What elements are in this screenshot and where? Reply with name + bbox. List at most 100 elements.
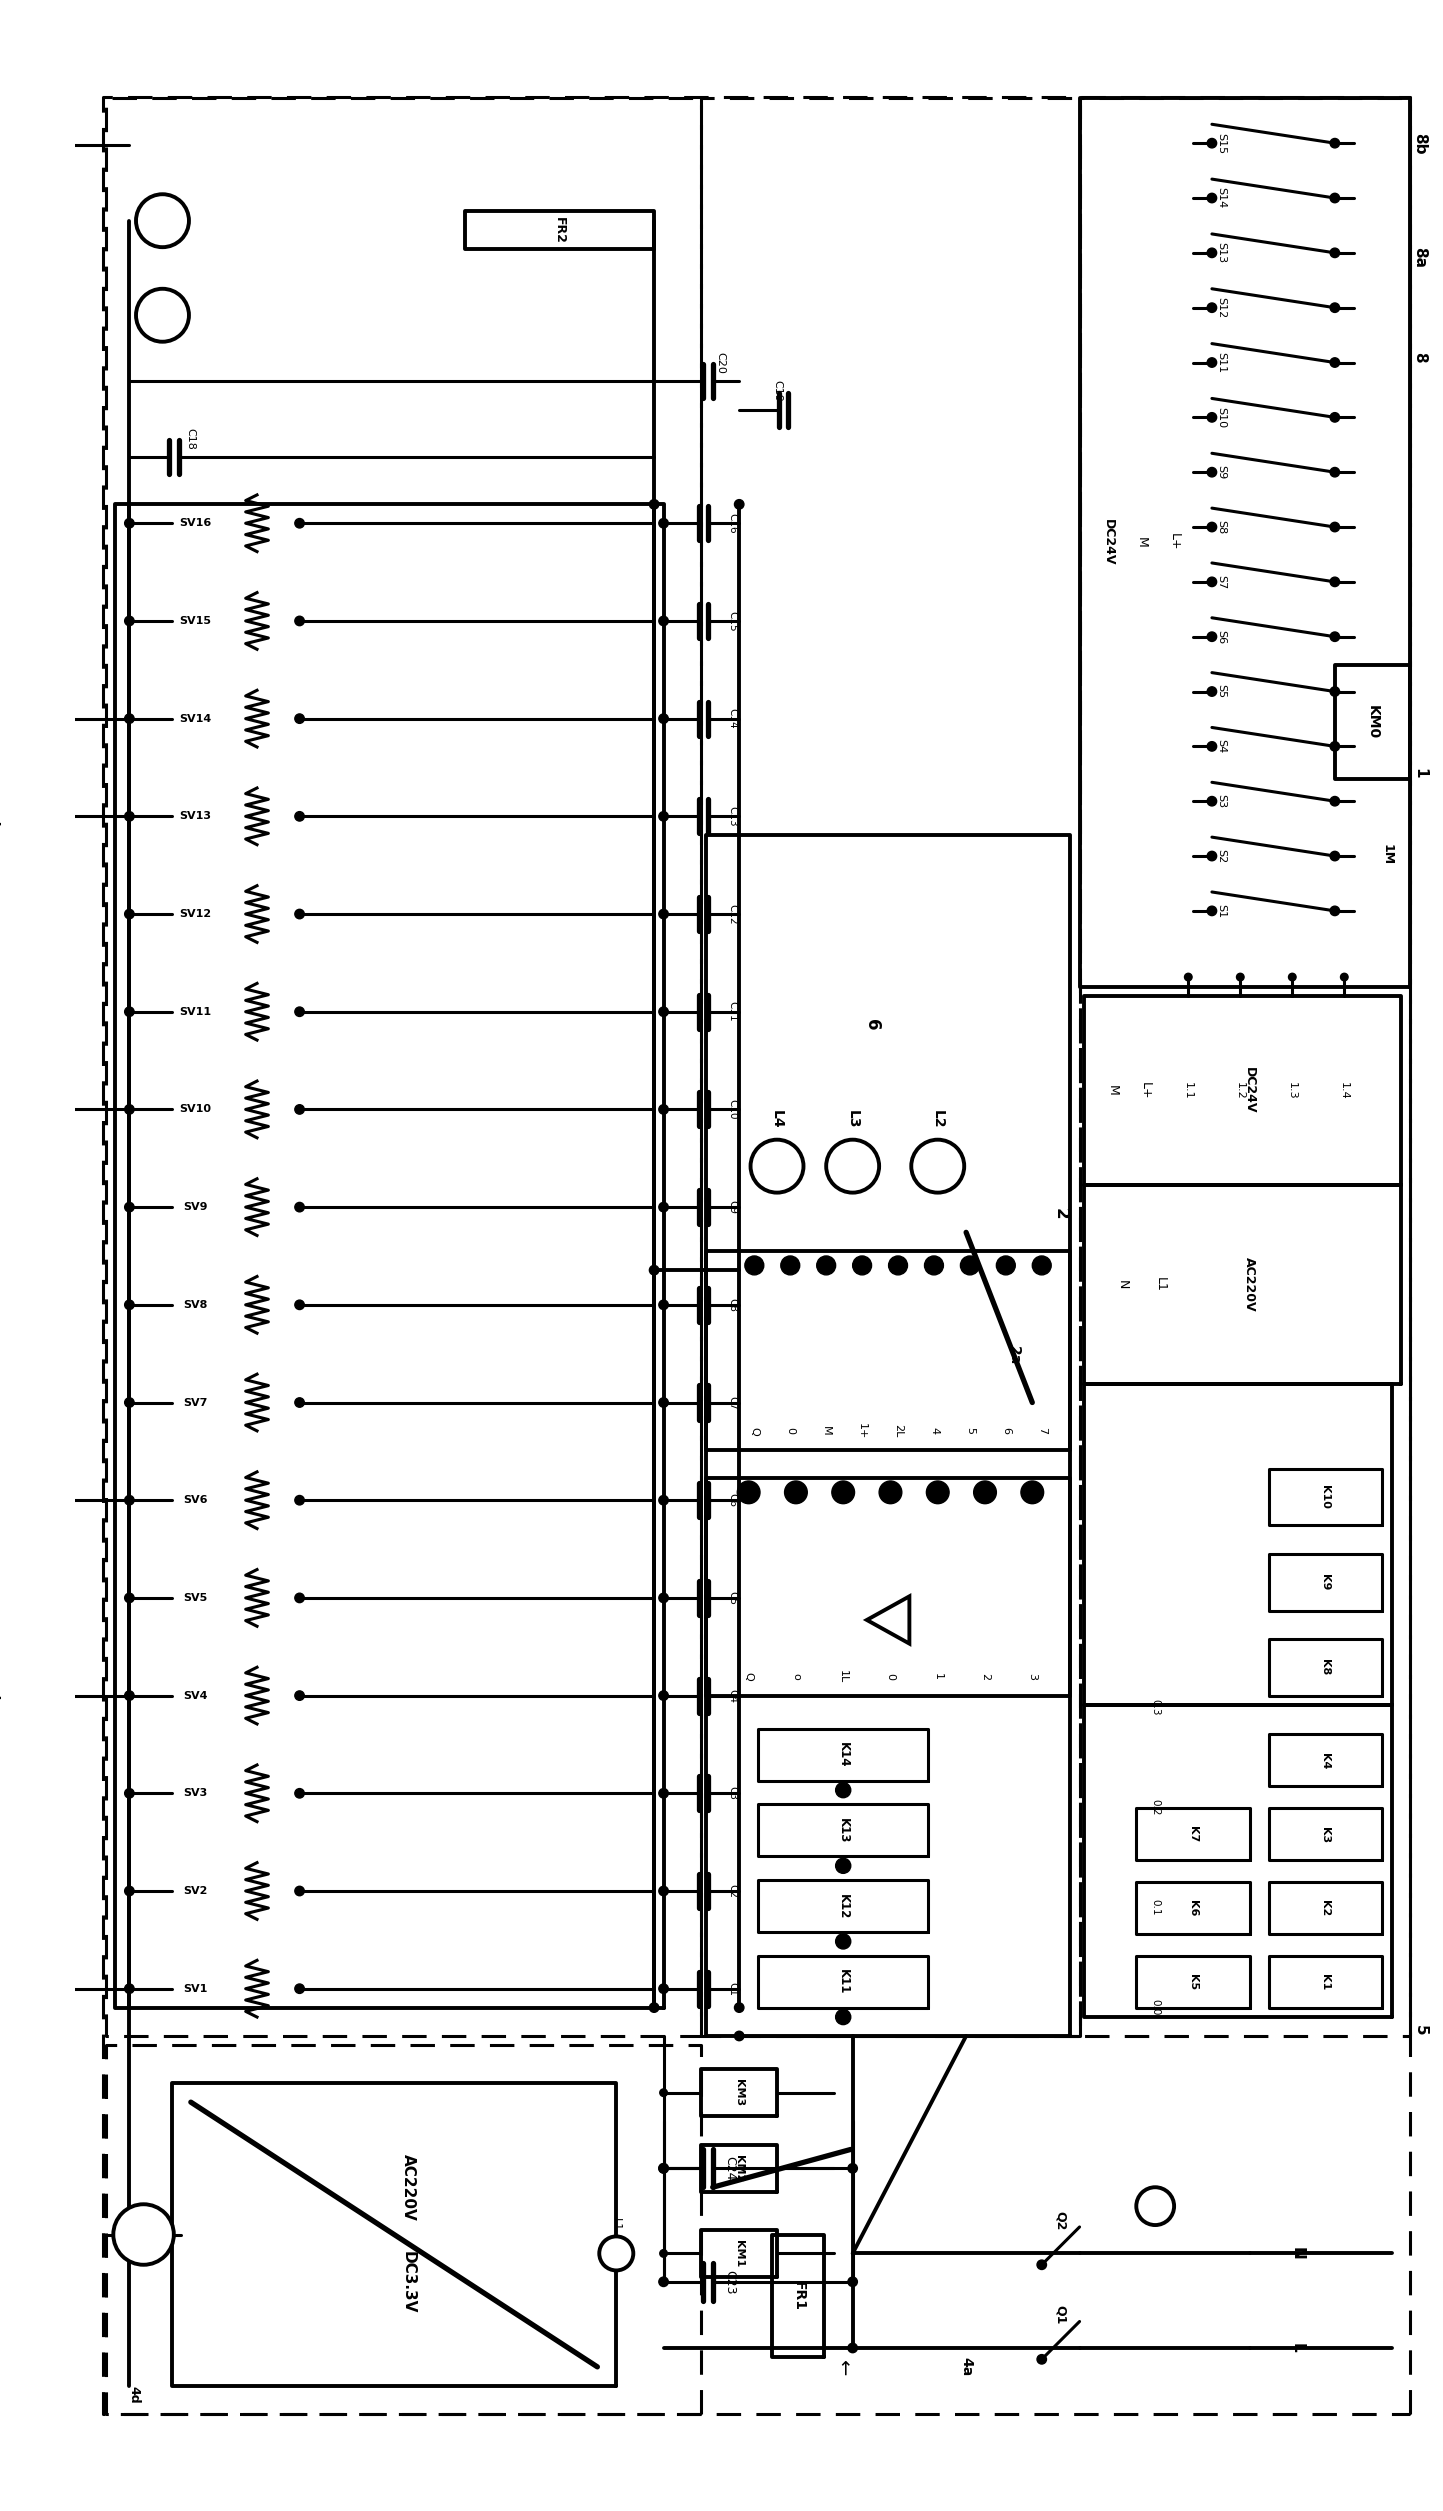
Circle shape <box>659 1592 668 1602</box>
Circle shape <box>1208 633 1216 640</box>
Circle shape <box>294 1105 304 1115</box>
Text: C10: C10 <box>727 1100 737 1120</box>
Circle shape <box>124 520 134 527</box>
Circle shape <box>745 1256 763 1276</box>
Text: C20: C20 <box>716 352 726 374</box>
Circle shape <box>1208 467 1216 477</box>
Circle shape <box>294 1301 304 1311</box>
Circle shape <box>961 1256 980 1276</box>
Circle shape <box>294 811 304 821</box>
Circle shape <box>1330 357 1339 367</box>
Text: S11: S11 <box>1216 352 1227 374</box>
Circle shape <box>659 909 668 919</box>
Text: C13: C13 <box>727 806 737 826</box>
Text: ←: ← <box>834 2358 853 2375</box>
Text: 2L: 2L <box>893 1424 903 1439</box>
Circle shape <box>1208 138 1216 148</box>
Text: SV4: SV4 <box>183 1690 208 1700</box>
Circle shape <box>659 1301 668 1311</box>
Text: S1: S1 <box>1216 904 1227 919</box>
Text: AC220V: AC220V <box>1244 1258 1257 1311</box>
Circle shape <box>1208 522 1216 532</box>
Circle shape <box>659 1007 668 1017</box>
Text: C24: C24 <box>723 2157 736 2180</box>
Text: C1: C1 <box>727 1981 737 1996</box>
Circle shape <box>1330 688 1339 696</box>
Circle shape <box>1208 906 1216 917</box>
Circle shape <box>659 1203 668 1213</box>
Circle shape <box>827 1140 879 1193</box>
Text: M: M <box>821 1426 831 1436</box>
Text: L1: L1 <box>1153 1278 1166 1291</box>
Text: M: M <box>1134 537 1147 547</box>
Circle shape <box>124 713 134 723</box>
Text: SV2: SV2 <box>183 1886 208 1896</box>
Text: KM1: KM1 <box>734 2240 745 2267</box>
Circle shape <box>1330 412 1339 422</box>
Text: 2: 2 <box>980 1672 990 1680</box>
Circle shape <box>294 1788 304 1798</box>
Text: 0.1: 0.1 <box>1150 1898 1160 1916</box>
Circle shape <box>124 1007 134 1017</box>
Text: SV6: SV6 <box>183 1494 208 1504</box>
Text: FR1: FR1 <box>792 2280 805 2310</box>
Text: 7: 7 <box>1036 1426 1046 1434</box>
Circle shape <box>1330 249 1339 259</box>
Circle shape <box>294 1690 304 1700</box>
Circle shape <box>1208 688 1216 696</box>
Text: K14: K14 <box>837 1743 850 1768</box>
Circle shape <box>124 811 134 821</box>
Text: K2: K2 <box>1320 1901 1330 1916</box>
Text: C19: C19 <box>772 379 782 402</box>
Circle shape <box>124 1105 134 1115</box>
Text: SV7: SV7 <box>183 1399 208 1409</box>
Text: 1.2: 1.2 <box>1235 1082 1245 1100</box>
Circle shape <box>1208 741 1216 751</box>
Text: N: N <box>1115 1281 1128 1288</box>
Circle shape <box>659 520 668 527</box>
Circle shape <box>1330 741 1339 751</box>
Circle shape <box>659 1399 668 1406</box>
Text: M2: M2 <box>156 304 169 326</box>
Text: 1.1: 1.1 <box>1183 1082 1193 1100</box>
Circle shape <box>1341 974 1348 982</box>
Text: 8a: 8a <box>1413 246 1427 269</box>
Circle shape <box>659 2089 667 2097</box>
Text: 1L: 1L <box>838 1670 848 1682</box>
Text: S9: S9 <box>1216 465 1227 480</box>
Circle shape <box>750 1140 804 1193</box>
Circle shape <box>1330 138 1339 148</box>
Text: 1M: 1M <box>1381 844 1394 864</box>
Circle shape <box>114 2205 173 2265</box>
Text: 6: 6 <box>1001 1426 1010 1434</box>
Text: C12: C12 <box>727 904 737 924</box>
Text: S6: S6 <box>1216 630 1227 643</box>
Circle shape <box>734 2031 745 2041</box>
Circle shape <box>124 1497 134 1504</box>
Text: SV16: SV16 <box>179 517 212 527</box>
Circle shape <box>996 1256 1016 1276</box>
Circle shape <box>835 1858 851 1873</box>
Circle shape <box>659 1984 668 1994</box>
Circle shape <box>1038 2260 1046 2270</box>
Text: Q: Q <box>743 1672 753 1680</box>
Text: SV5: SV5 <box>183 1592 208 1602</box>
Circle shape <box>848 2164 857 2172</box>
Circle shape <box>737 1481 760 1504</box>
Circle shape <box>124 615 134 625</box>
Circle shape <box>124 1592 134 1602</box>
Circle shape <box>649 2004 659 2011</box>
Circle shape <box>124 1690 134 1700</box>
Circle shape <box>294 713 304 723</box>
Circle shape <box>879 1481 902 1504</box>
Circle shape <box>649 1266 659 1276</box>
Circle shape <box>889 1256 908 1276</box>
Circle shape <box>1208 357 1216 367</box>
Text: S7: S7 <box>1216 575 1227 590</box>
Text: S14: S14 <box>1216 188 1227 208</box>
Circle shape <box>1136 2187 1175 2225</box>
Circle shape <box>1289 974 1296 982</box>
Circle shape <box>1208 796 1216 806</box>
Circle shape <box>294 1886 304 1896</box>
Text: 8: 8 <box>1413 352 1427 362</box>
